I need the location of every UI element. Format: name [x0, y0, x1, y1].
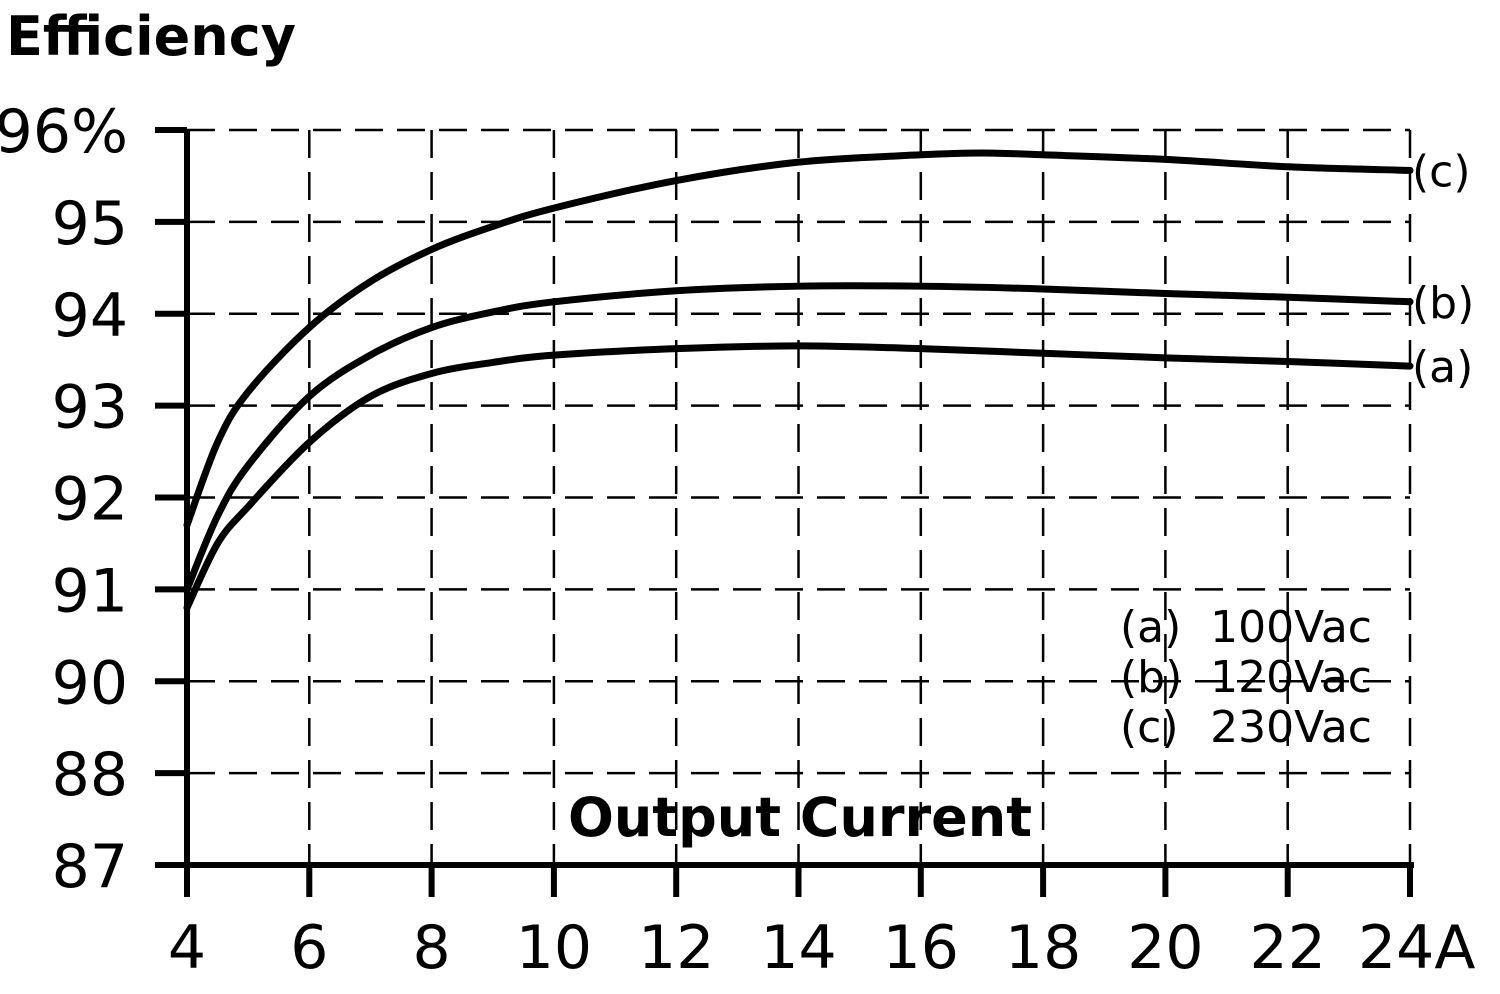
series-line-b: [183, 282, 1414, 593]
series-end-label: (b): [1412, 278, 1474, 329]
legend-label: 100Vac: [1210, 602, 1372, 653]
grid: [187, 128, 1412, 865]
x-tick-label: 4: [168, 913, 206, 983]
legend-key: (b): [1120, 652, 1182, 703]
x-tick-label: 20: [1127, 913, 1203, 983]
y-tick-label: 94: [52, 281, 128, 351]
y-axis-ticks: 87 88 90 91 92 93 94 95 96%: [0, 97, 187, 902]
series-end-label: (c): [1412, 146, 1471, 197]
x-tick-label: 8: [413, 913, 451, 983]
chart-title: Efficiency: [6, 5, 296, 68]
y-tick-label: 90: [52, 648, 128, 718]
x-tick-label: 6: [290, 913, 328, 983]
legend-key: (a): [1120, 602, 1181, 653]
x-axis-ticks: 4 6 8 10 12 14 16 18 20 22 24A: [168, 865, 1475, 983]
x-tick-label: 12: [638, 913, 714, 983]
x-tick-label: 22: [1250, 913, 1326, 983]
y-tick-label: 92: [52, 465, 128, 535]
y-tick-label: 93: [52, 373, 128, 443]
x-tick-label: 18: [1005, 913, 1081, 983]
y-tick-label: 95: [52, 189, 128, 259]
legend-label: 120Vac: [1210, 652, 1372, 703]
legend-label: 230Vac: [1210, 702, 1372, 753]
x-tick-label: 10: [516, 913, 592, 983]
series-lines: [183, 149, 1414, 612]
y-tick-label: 96%: [0, 97, 128, 167]
y-tick-label: 88: [52, 740, 128, 810]
x-tick-label: 14: [760, 913, 836, 983]
x-tick-label: 16: [883, 913, 959, 983]
series-end-label: (a): [1412, 342, 1473, 393]
legend-key: (c): [1120, 702, 1179, 753]
legend: (a) 100Vac (b) 120Vac (c) 230Vac: [1120, 602, 1372, 753]
series-line-a: [183, 342, 1414, 612]
x-axis-label: Output Current: [568, 786, 1032, 849]
series-line-c: [183, 149, 1414, 529]
y-tick-label: 91: [52, 556, 128, 626]
axes: [155, 130, 1414, 897]
y-tick-label: 87: [52, 832, 128, 902]
series-end-labels: (a) (b) (c): [1412, 146, 1474, 393]
x-tick-label: 24A: [1358, 913, 1475, 983]
